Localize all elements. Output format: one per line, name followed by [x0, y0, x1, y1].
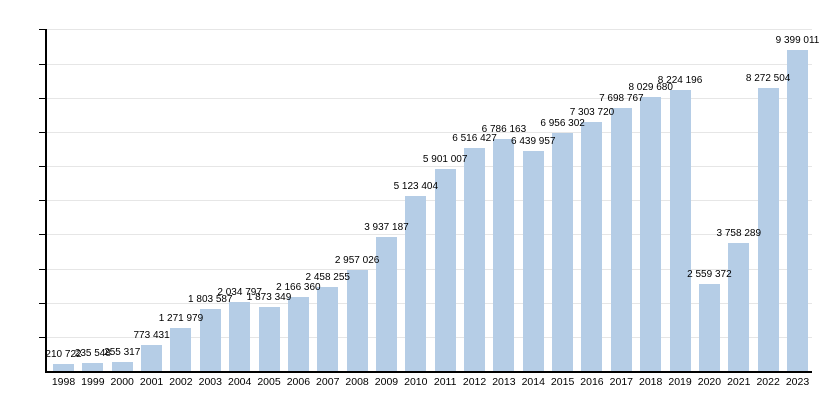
x-axis-label-2000: 2000	[110, 376, 134, 388]
bar-value-label-2008: 2 957 026	[334, 255, 380, 266]
plot-area: 210 722 1998 235 548 1999 255 317 2000 773 431…	[39, 29, 819, 388]
bar-value-label-2013: 6 786 163	[481, 124, 527, 136]
bar-value-label-2002: 1 271 979	[158, 312, 204, 324]
x-axis-label-2011: 2011	[433, 376, 457, 388]
bar-value-label-2004: 2 034 797	[217, 286, 262, 298]
bar-2011	[434, 169, 456, 371]
bar-2020	[698, 283, 720, 371]
bar-2022	[757, 88, 779, 371]
x-axis-label-2008: 2008	[345, 376, 369, 388]
y-axis-tick-5M	[39, 200, 47, 202]
bar-value-label-2019: 8 224 196	[657, 75, 703, 87]
bar-2003	[199, 309, 221, 371]
bar-2013	[493, 139, 515, 371]
bar-value-label-2023: 9 399 011	[775, 34, 820, 46]
bar-value-label-2016: 7 303 720	[569, 106, 615, 118]
x-axis-label-2017: 2017	[609, 376, 634, 388]
gridline-8M	[47, 97, 812, 99]
y-axis-tick-4M	[39, 234, 47, 236]
x-axis-label-2016: 2016	[580, 376, 604, 388]
bar-2009	[375, 236, 397, 371]
bar-2000	[111, 362, 133, 371]
x-axis-label-2020: 2020	[697, 376, 722, 388]
bar-value-label-2017: 7 698 767	[599, 93, 644, 105]
bar-value-label-2015: 6 956 302	[540, 118, 585, 130]
gridline-6M	[47, 166, 812, 168]
bar-2017	[610, 108, 632, 371]
bar-value-label-1998: 210 722	[45, 348, 82, 360]
x-axis-label-1999: 1999	[81, 376, 105, 388]
bar-2018	[640, 96, 662, 371]
bar-2019	[669, 90, 691, 371]
x-axis-label-2005: 2005	[257, 376, 281, 388]
y-axis-tick-3M	[39, 268, 47, 270]
bar-value-label-2021: 3 758 289	[716, 227, 762, 239]
x-axis-label-2023: 2023	[785, 376, 810, 388]
bar-2001	[141, 344, 163, 371]
x-axis-label-2002: 2002	[169, 376, 193, 388]
bar-2014	[522, 151, 544, 371]
x-axis-label-2018: 2018	[639, 376, 663, 388]
x-axis-label-2015: 2015	[550, 376, 575, 388]
bar-1999	[82, 362, 104, 371]
x-axis-label-2021: 2021	[727, 376, 751, 388]
bar-2004	[229, 301, 251, 371]
x-axis-label-1998: 1998	[51, 376, 76, 388]
bar-value-label-2014: 6 439 957	[511, 136, 556, 148]
bar-2012	[464, 148, 486, 371]
x-axis-label-2019: 2019	[668, 376, 692, 388]
bar-value-label-2006: 2 166 360	[276, 282, 321, 293]
bar-value-label-2009: 3 937 187	[364, 221, 409, 233]
y-axis-tick-1M	[39, 336, 47, 338]
y-axis-tick-8M	[39, 97, 47, 99]
x-axis-label-2010: 2010	[404, 376, 428, 388]
gridline-7M	[47, 131, 812, 133]
y-axis-tick-9M	[39, 63, 47, 65]
y-axis-tick-2M	[39, 302, 47, 304]
bar-2015	[552, 133, 574, 371]
x-axis-label-2006: 2006	[286, 376, 311, 388]
bar-value-label-2003: 1 803 587	[188, 294, 233, 306]
bar-value-label-2020: 2 559 372	[687, 268, 732, 280]
bar-1998	[53, 363, 74, 371]
x-axis-label-2004: 2004	[227, 376, 252, 388]
x-axis-label-2014: 2014	[521, 376, 545, 388]
bar-2002	[170, 327, 192, 371]
bar-value-label-2011: 5 901 007	[422, 154, 468, 166]
bar-2010	[405, 196, 427, 371]
x-axis-label-2007: 2007	[316, 376, 340, 388]
bar-value-label-1999: 235 548	[74, 347, 111, 359]
bar-value-label-2012: 6 516 427	[452, 133, 497, 145]
y-axis-tick-6M	[39, 166, 47, 168]
x-axis-line	[45, 371, 812, 373]
bar-value-label-2022: 8 272 504	[745, 73, 791, 85]
x-axis-label-2009: 2009	[374, 376, 399, 388]
x-axis-label-2001: 2001	[139, 376, 164, 388]
gridline-5M	[47, 200, 812, 202]
bar-value-label-2007: 2 458 255	[305, 272, 350, 284]
bar-value-label-2018: 8 029 680	[628, 81, 673, 93]
bar-2006	[287, 297, 309, 371]
bar-value-label-2010: 5 123 404	[393, 181, 439, 192]
gridline-10M	[47, 29, 812, 31]
bar-2007	[317, 287, 339, 371]
bar-2016	[581, 121, 603, 371]
bar-2008	[346, 270, 368, 371]
bar-2021	[728, 242, 750, 371]
x-axis-label-2013: 2013	[492, 376, 516, 388]
bar-2005	[258, 307, 280, 371]
gridline-9M	[47, 63, 812, 65]
y-axis-tick-7M	[39, 131, 47, 133]
bar-value-label-2000: 255 317	[104, 347, 141, 359]
x-axis-label-2022: 2022	[756, 376, 780, 388]
bar-value-label-2005: 1 873 349	[246, 292, 292, 304]
bar-value-label-2001: 773 431	[133, 329, 170, 341]
x-axis-label-2012: 2012	[462, 376, 487, 388]
gridline-4M	[47, 234, 812, 236]
gridline-2M	[47, 302, 812, 304]
bar-2023	[787, 49, 808, 371]
y-axis-tick-10M	[39, 29, 47, 31]
x-axis-label-2003: 2003	[198, 376, 222, 388]
